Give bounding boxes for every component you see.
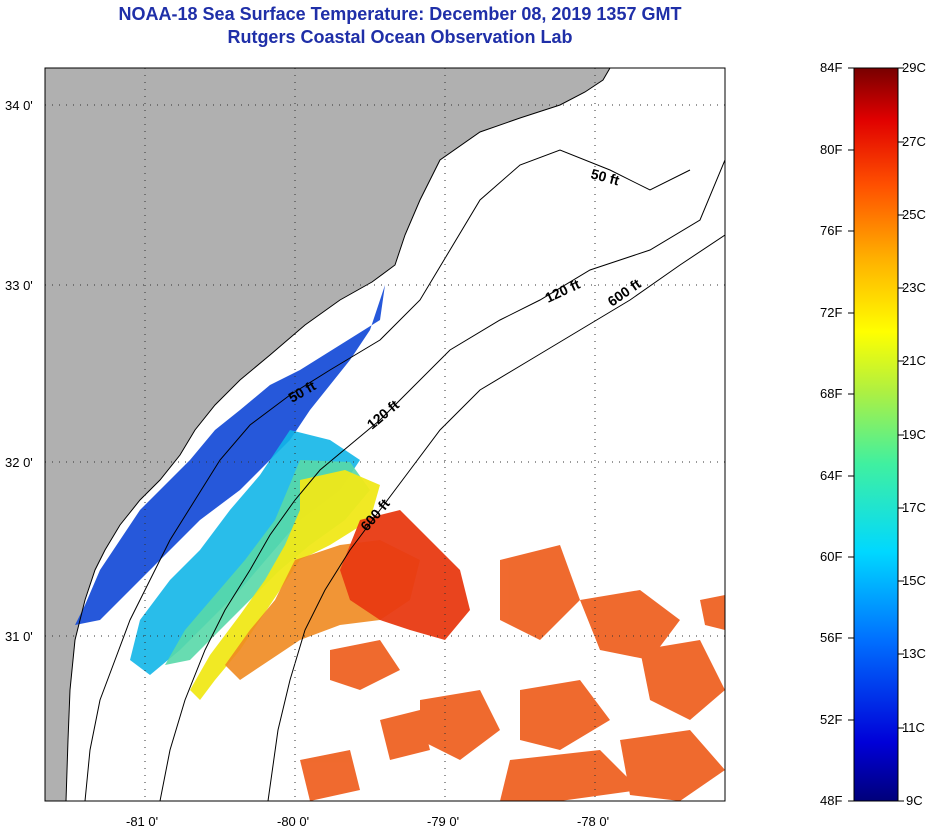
lon-label-80: -80 0' (277, 814, 309, 829)
colorbar-c-label: 27C (902, 134, 926, 149)
map-subtitle: Rutgers Coastal Ocean Observation Lab (227, 27, 573, 47)
offshore-warm-patches (300, 545, 725, 801)
colorbar-c-label: 19C (902, 427, 926, 442)
warm-water-region (340, 510, 470, 640)
colorbar-c-label: 21C (902, 353, 926, 368)
lon-label-78: -78 0' (577, 814, 609, 829)
colorbar-c-label: 15C (902, 573, 926, 588)
colorbar-c-label: 29C (902, 60, 926, 75)
lon-label-81: -81 0' (126, 814, 158, 829)
colorbar-c-label: 17C (902, 500, 926, 515)
colorbar-f-label: 68F (820, 386, 842, 401)
colorbar: 84F 80F 76F 72F 68F 64F 60F 56F 52F 48F … (820, 60, 926, 808)
lat-label-32: 32 0' (5, 455, 33, 470)
colorbar-f-label: 84F (820, 60, 842, 75)
colorbar-f-label: 72F (820, 305, 842, 320)
map-border (44, 67, 726, 802)
lon-label-79: -79 0' (427, 814, 459, 829)
colorbar-c-label: 23C (902, 280, 926, 295)
colorbar-f-label: 56F (820, 630, 842, 645)
contour-120ft (159, 159, 725, 801)
colorbar-f-label: 60F (820, 549, 842, 564)
colorbar-f-label: 80F (820, 142, 842, 157)
colorbar-f-label: 64F (820, 468, 842, 483)
lat-label-31: 31 0' (5, 629, 33, 644)
colorbar-f-label: 52F (820, 712, 842, 727)
yellow-water-region (190, 470, 380, 700)
colorbar-c-label: 13C (902, 646, 926, 661)
lat-label-34: 34 0' (5, 98, 33, 113)
cold-water-region (75, 285, 385, 625)
lat-label-33: 33 0' (5, 278, 33, 293)
land-mass (45, 68, 610, 801)
colorbar-f-label: 76F (820, 223, 842, 238)
coastline (65, 68, 611, 801)
contour-50ft (84, 149, 691, 801)
colorbar-c-label: 9C (906, 793, 923, 808)
contour-label-50ft-north: 50 ft (589, 165, 621, 188)
colorbar-c-label: 25C (902, 207, 926, 222)
map-panel (45, 68, 725, 801)
colorbar-f-label: 48F (820, 793, 842, 808)
map-title: NOAA-18 Sea Surface Temperature: Decembe… (118, 4, 682, 24)
colorbar-gradient (853, 67, 899, 802)
colorbar-c-label: 11C (902, 720, 925, 735)
